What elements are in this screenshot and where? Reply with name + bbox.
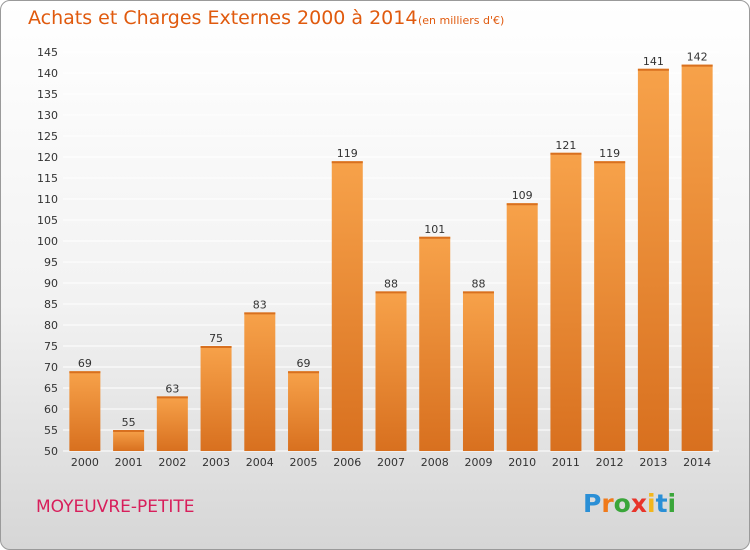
x-tick-label: 2004 [246, 456, 274, 469]
data-label: 119 [599, 147, 620, 160]
logo-letter: P [583, 489, 602, 518]
y-tick-label: 105 [37, 214, 58, 227]
chart-subtitle: (en milliers d'€) [418, 14, 505, 27]
logo-letter: x [630, 489, 647, 518]
data-label: 83 [253, 298, 267, 311]
y-tick-label: 95 [44, 256, 58, 269]
y-tick-label: 55 [44, 424, 58, 437]
proxiti-logo: Proxiti [583, 489, 676, 518]
data-label: 69 [78, 357, 92, 370]
y-tick-label: 60 [44, 403, 58, 416]
x-tick-label: 2009 [464, 456, 492, 469]
data-label: 69 [297, 357, 311, 370]
x-tick-label: 2008 [421, 456, 449, 469]
data-labels: 69 55 63 75 83 69 119 88 101 88 109 121 119 141 142 [78, 51, 708, 429]
x-tick-label: 2005 [290, 456, 318, 469]
bar-2013 [637, 68, 669, 452]
y-tick-label: 65 [44, 382, 58, 395]
logo-letter: i [667, 489, 677, 518]
x-tick-label: 2011 [552, 456, 580, 469]
data-label: 75 [209, 332, 223, 345]
commune-name: MOYEUVRE-PETITE [36, 497, 195, 517]
y-axis: 50 55 60 65 70 75 80 85 90 95 100 105 110 115 120 125 13… [37, 46, 58, 458]
bar-2007 [375, 291, 407, 451]
y-tick-label: 115 [37, 172, 58, 185]
bar-2008 [419, 236, 451, 451]
data-label: 101 [424, 223, 445, 236]
x-tick-label: 2000 [71, 456, 99, 469]
x-tick-label: 2003 [202, 456, 230, 469]
y-tick-label: 140 [37, 67, 58, 80]
y-tick-label: 120 [37, 151, 58, 164]
x-tick-label: 2014 [683, 456, 711, 469]
x-tick-label: 2006 [333, 456, 361, 469]
y-tick-label: 80 [44, 319, 58, 332]
bar-2012 [594, 161, 626, 451]
bar-2010 [506, 203, 538, 451]
bar-2014 [681, 64, 713, 451]
logo-letter: o [613, 489, 631, 518]
bar-2002 [156, 396, 188, 451]
data-label: 88 [471, 277, 485, 290]
x-tick-label: 2010 [508, 456, 536, 469]
y-tick-label: 145 [37, 46, 58, 59]
bar-2003 [200, 346, 232, 451]
bar-2009 [462, 291, 494, 451]
y-tick-label: 70 [44, 361, 58, 374]
chart-title: Achats et Charges Externes 2000 à 2014 [28, 7, 418, 29]
y-tick-label: 135 [37, 88, 58, 101]
y-tick-label: 75 [44, 340, 58, 353]
x-tick-label: 2012 [596, 456, 624, 469]
bar-2004 [244, 312, 276, 451]
bar-2006 [331, 161, 363, 451]
x-axis: 2000 2001 2002 2003 2004 2005 2006 2007 2008 2009… [71, 456, 711, 469]
data-label: 88 [384, 277, 398, 290]
bar-2001 [113, 430, 145, 451]
data-label: 121 [555, 139, 576, 152]
y-tick-label: 130 [37, 109, 58, 122]
bar-2005 [288, 371, 320, 451]
data-label: 55 [122, 416, 136, 429]
data-label: 109 [512, 189, 533, 202]
logo-letter: t [655, 489, 668, 518]
y-tick-label: 125 [37, 130, 58, 143]
y-tick-label: 90 [44, 277, 58, 290]
bar-2011 [550, 152, 582, 452]
logo-letter: i [647, 489, 656, 518]
y-tick-label: 110 [37, 193, 58, 206]
bar-2000 [69, 371, 101, 451]
data-label: 119 [337, 147, 358, 160]
data-label: 63 [165, 382, 179, 395]
x-tick-label: 2001 [115, 456, 143, 469]
x-tick-label: 2007 [377, 456, 405, 469]
bars [69, 64, 713, 452]
data-label: 142 [687, 51, 708, 64]
logo-letter: r [601, 489, 614, 518]
y-tick-label: 85 [44, 298, 58, 311]
x-tick-label: 2013 [639, 456, 667, 469]
data-label: 141 [643, 55, 664, 68]
x-tick-label: 2002 [158, 456, 186, 469]
y-tick-label: 50 [44, 445, 58, 458]
y-tick-label: 100 [37, 235, 58, 248]
